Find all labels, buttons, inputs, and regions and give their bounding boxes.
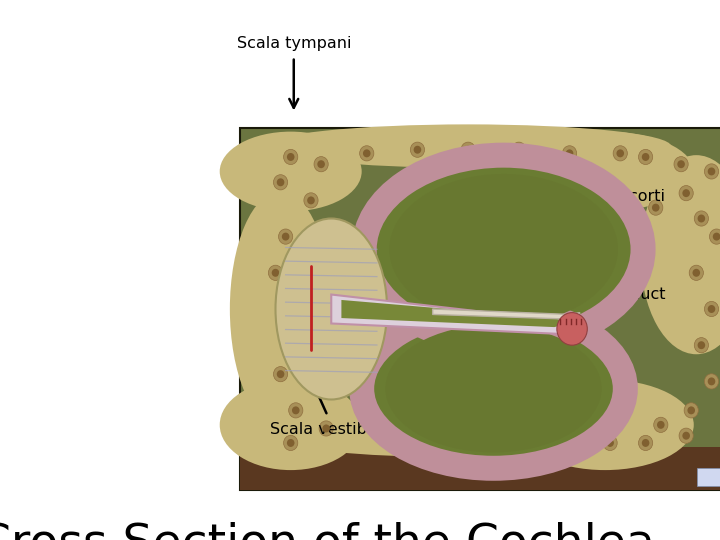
Ellipse shape [679, 428, 693, 443]
Ellipse shape [709, 229, 720, 244]
Ellipse shape [363, 150, 371, 157]
Ellipse shape [689, 265, 703, 280]
Text: Cross Section of the Cochlea: Cross Section of the Cochlea [0, 521, 655, 540]
Ellipse shape [515, 146, 523, 154]
Ellipse shape [390, 174, 618, 325]
Ellipse shape [360, 146, 374, 161]
Ellipse shape [674, 157, 688, 172]
Ellipse shape [274, 175, 288, 190]
Ellipse shape [461, 142, 475, 157]
Text: Scala tympani: Scala tympani [236, 36, 351, 51]
Ellipse shape [414, 146, 421, 154]
Ellipse shape [276, 178, 284, 186]
Ellipse shape [274, 367, 288, 382]
Ellipse shape [323, 424, 330, 433]
Ellipse shape [562, 146, 577, 161]
Ellipse shape [271, 269, 279, 277]
Ellipse shape [657, 421, 665, 429]
Ellipse shape [649, 200, 663, 215]
Ellipse shape [464, 146, 472, 154]
Ellipse shape [557, 313, 588, 345]
Ellipse shape [694, 211, 708, 226]
Bar [697, 468, 720, 486]
Ellipse shape [693, 269, 700, 277]
Text: Tectorial
membrane: Tectorial membrane [554, 253, 642, 285]
Ellipse shape [694, 338, 708, 353]
Ellipse shape [314, 157, 328, 172]
Ellipse shape [566, 150, 573, 157]
Ellipse shape [683, 189, 690, 197]
Ellipse shape [230, 191, 331, 427]
Ellipse shape [516, 380, 694, 470]
Ellipse shape [269, 265, 282, 280]
Ellipse shape [276, 219, 387, 400]
Ellipse shape [698, 214, 705, 222]
Ellipse shape [292, 407, 300, 414]
Bar [240, 447, 720, 490]
Ellipse shape [287, 153, 294, 161]
Ellipse shape [220, 132, 361, 211]
Ellipse shape [641, 155, 720, 354]
Ellipse shape [361, 309, 625, 468]
Ellipse shape [642, 153, 649, 161]
Ellipse shape [616, 150, 624, 157]
Ellipse shape [289, 403, 303, 418]
Ellipse shape [708, 167, 715, 176]
Ellipse shape [284, 150, 298, 165]
Ellipse shape [319, 421, 333, 436]
Polygon shape [331, 294, 585, 334]
Ellipse shape [276, 370, 284, 378]
Ellipse shape [698, 341, 705, 349]
Ellipse shape [639, 150, 653, 165]
Ellipse shape [516, 132, 694, 211]
Ellipse shape [708, 377, 715, 386]
Ellipse shape [642, 439, 649, 447]
Ellipse shape [287, 439, 294, 447]
Ellipse shape [282, 233, 289, 241]
Bar [240, 128, 720, 490]
Ellipse shape [364, 155, 643, 343]
Ellipse shape [639, 435, 653, 450]
Polygon shape [433, 309, 580, 319]
Ellipse shape [713, 233, 720, 241]
Ellipse shape [385, 325, 602, 453]
Ellipse shape [704, 301, 719, 316]
Ellipse shape [654, 417, 668, 433]
Ellipse shape [266, 124, 671, 168]
Ellipse shape [688, 407, 695, 414]
Ellipse shape [603, 435, 617, 450]
Ellipse shape [220, 380, 361, 470]
Ellipse shape [704, 374, 719, 389]
Ellipse shape [284, 435, 298, 450]
Ellipse shape [684, 403, 698, 418]
Ellipse shape [279, 229, 293, 244]
Ellipse shape [606, 439, 614, 447]
Ellipse shape [282, 323, 289, 331]
Text: Scala vestibuli: Scala vestibuli [269, 422, 386, 437]
Ellipse shape [652, 204, 660, 212]
Polygon shape [341, 300, 570, 327]
Ellipse shape [410, 142, 425, 157]
Text: Cochlear duct: Cochlear duct [554, 287, 666, 302]
Ellipse shape [613, 146, 627, 161]
Ellipse shape [279, 320, 293, 335]
Ellipse shape [304, 193, 318, 208]
Ellipse shape [683, 431, 690, 440]
Ellipse shape [704, 164, 719, 179]
Ellipse shape [318, 160, 325, 168]
Ellipse shape [708, 305, 715, 313]
Ellipse shape [266, 414, 671, 457]
Ellipse shape [307, 197, 315, 204]
Ellipse shape [678, 160, 685, 168]
Ellipse shape [512, 142, 526, 157]
Text: Organ of corti: Organ of corti [554, 189, 665, 204]
Ellipse shape [679, 186, 693, 201]
